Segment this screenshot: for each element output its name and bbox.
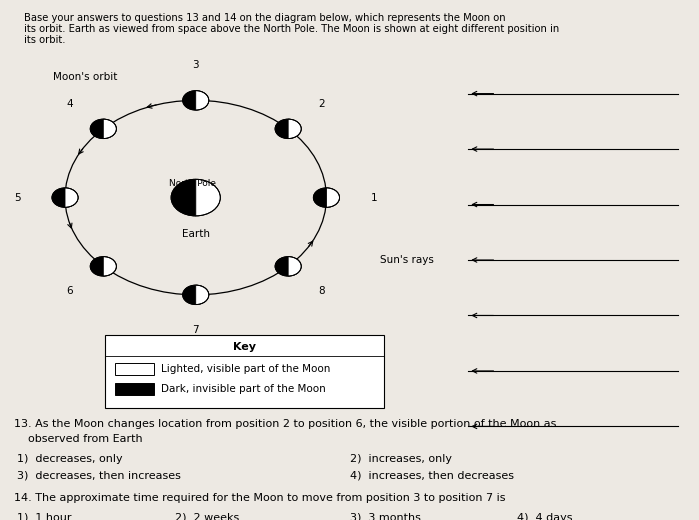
- Wedge shape: [171, 179, 196, 216]
- Wedge shape: [196, 90, 209, 110]
- Text: 1)  1 hour: 1) 1 hour: [17, 513, 72, 520]
- Text: 6: 6: [66, 286, 73, 296]
- FancyBboxPatch shape: [105, 335, 384, 408]
- Text: Lighted, visible part of the Moon: Lighted, visible part of the Moon: [161, 364, 330, 374]
- Bar: [115, 363, 154, 375]
- Wedge shape: [288, 257, 301, 276]
- Wedge shape: [196, 179, 220, 216]
- Text: 4)  4 days: 4) 4 days: [517, 513, 572, 520]
- Bar: [115, 383, 154, 395]
- Wedge shape: [65, 188, 78, 207]
- Circle shape: [313, 188, 340, 207]
- Text: 14. The approximate time required for the Moon to move from position 3 to positi: 14. The approximate time required for th…: [14, 493, 505, 503]
- Circle shape: [52, 188, 78, 207]
- Text: 4: 4: [66, 99, 73, 109]
- Wedge shape: [288, 119, 301, 138]
- Text: Moon's orbit: Moon's orbit: [53, 72, 117, 83]
- Circle shape: [182, 90, 209, 110]
- Text: (Not drawn to scale): (Not drawn to scale): [127, 347, 233, 357]
- Wedge shape: [326, 188, 340, 207]
- Text: 3)  3 months: 3) 3 months: [350, 513, 420, 520]
- Text: 3)  decreases, then increases: 3) decreases, then increases: [17, 471, 181, 480]
- Text: 3: 3: [192, 60, 199, 70]
- Text: 1: 1: [370, 192, 377, 203]
- Text: its orbit.: its orbit.: [24, 35, 66, 45]
- Circle shape: [90, 257, 116, 276]
- Wedge shape: [196, 285, 209, 305]
- Text: Earth: Earth: [182, 229, 210, 239]
- Circle shape: [90, 119, 116, 138]
- Text: its orbit. Earth as viewed from space above the North Pole. The Moon is shown at: its orbit. Earth as viewed from space ab…: [24, 24, 560, 34]
- Wedge shape: [103, 119, 116, 138]
- Wedge shape: [103, 257, 116, 276]
- Text: 2: 2: [318, 99, 325, 109]
- Text: Base your answers to questions 13 and 14 on the diagram below, which represents : Base your answers to questions 13 and 14…: [24, 13, 506, 23]
- Circle shape: [275, 257, 301, 276]
- Text: 8: 8: [318, 286, 325, 296]
- Text: 7: 7: [192, 325, 199, 335]
- Text: Sun's rays: Sun's rays: [380, 255, 433, 265]
- Text: 13. As the Moon changes location from position 2 to position 6, the visible port: 13. As the Moon changes location from po…: [14, 419, 556, 428]
- Text: observed from Earth: observed from Earth: [28, 434, 143, 444]
- Text: 4)  increases, then decreases: 4) increases, then decreases: [350, 471, 514, 480]
- Text: 2)  increases, only: 2) increases, only: [350, 454, 452, 464]
- Text: North Pole: North Pole: [169, 179, 217, 188]
- Text: Dark, invisible part of the Moon: Dark, invisible part of the Moon: [161, 384, 326, 394]
- Text: 2)  2 weeks: 2) 2 weeks: [175, 513, 239, 520]
- Text: Key: Key: [233, 342, 256, 352]
- Text: 5: 5: [14, 192, 21, 203]
- Circle shape: [275, 119, 301, 138]
- Text: 1)  decreases, only: 1) decreases, only: [17, 454, 123, 464]
- Circle shape: [182, 285, 209, 305]
